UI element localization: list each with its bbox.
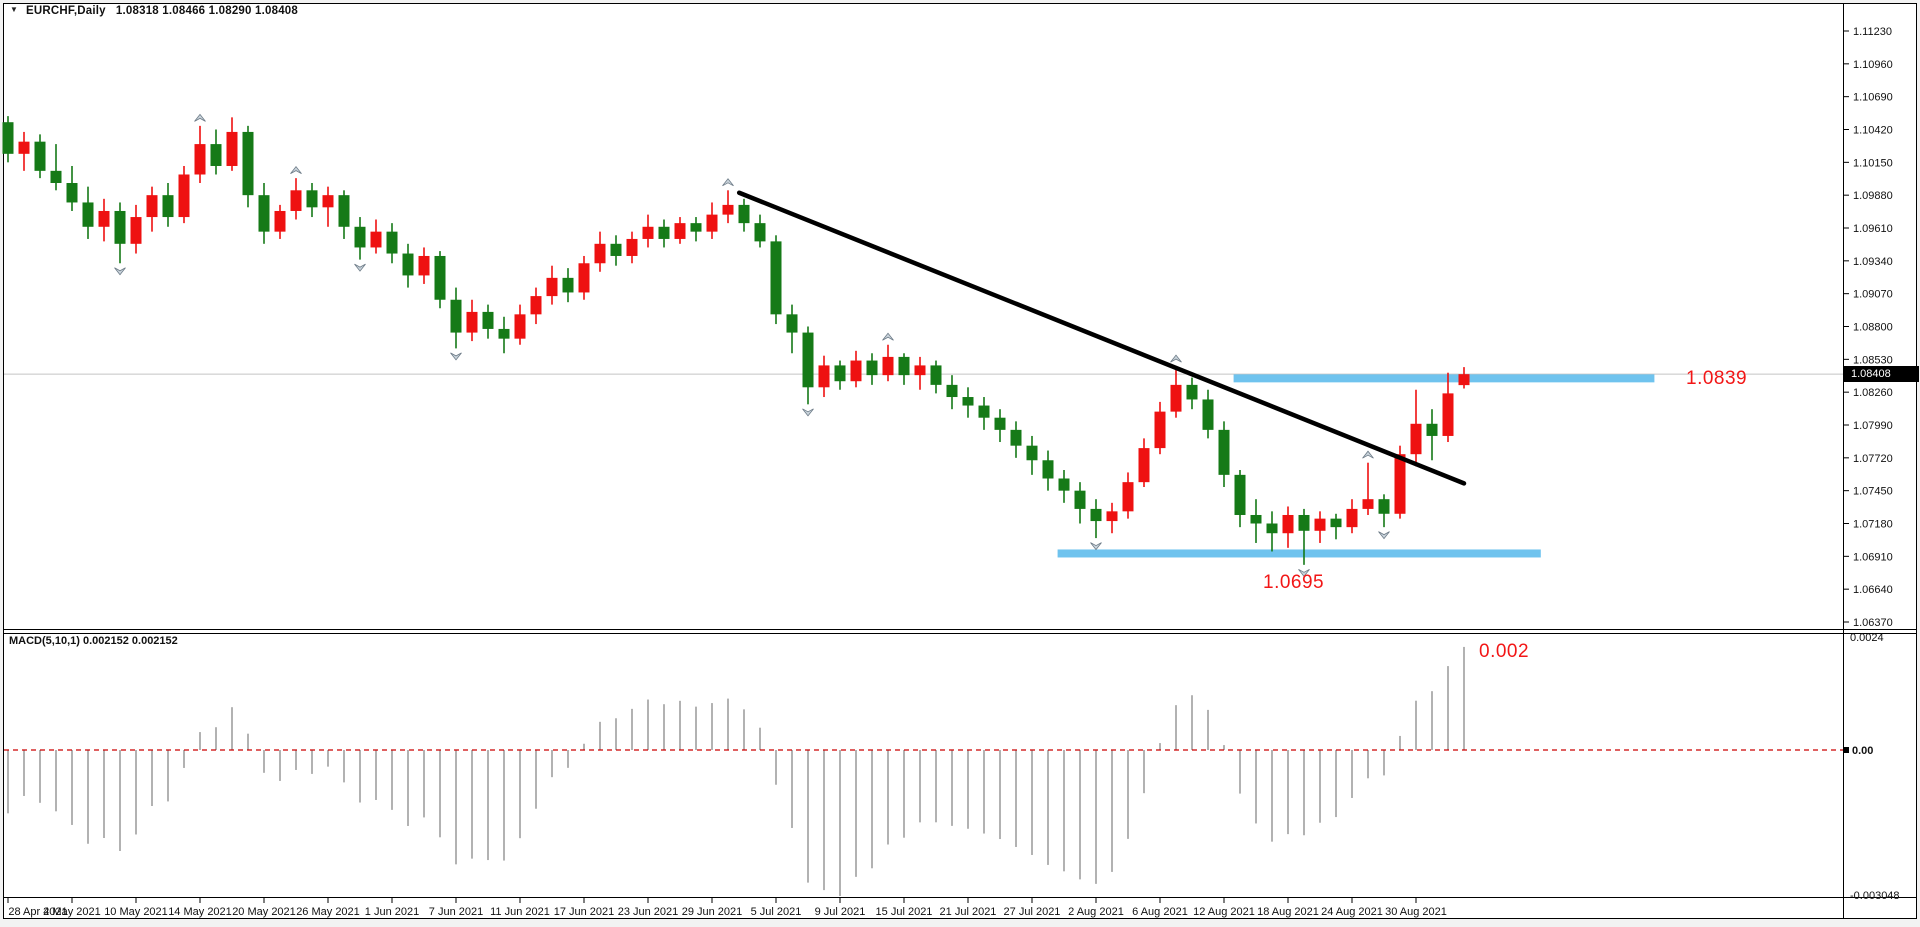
price-axis-label: 1.08260 xyxy=(1853,387,1893,399)
support-band[interactable] xyxy=(1057,549,1541,558)
fractal-up-icon xyxy=(1170,354,1182,363)
symbol-period-label: EURCHF,Daily xyxy=(26,5,106,17)
descending-trendline[interactable] xyxy=(736,190,1467,486)
macd-axis: 0.0024 0.00 -0.003048 xyxy=(1844,632,1900,902)
macd-axis-label: 0.00 xyxy=(1852,745,1873,757)
fractal-up-icon xyxy=(194,113,206,122)
fractal-up-icon xyxy=(722,178,734,187)
date-axis-label: 5 Jul 2021 xyxy=(751,906,802,918)
fractal-down-icon xyxy=(802,408,814,417)
macd-histogram xyxy=(7,646,1465,896)
price-axis-label: 1.10150 xyxy=(1853,157,1893,169)
price-axis-label: 1.09070 xyxy=(1853,289,1893,301)
date-axis-label: 24 Aug 2021 xyxy=(1321,906,1383,918)
price-axis-label: 1.07450 xyxy=(1853,486,1893,498)
date-axis-label: 12 Aug 2021 xyxy=(1193,906,1255,918)
candles xyxy=(2,116,1470,565)
price-axis: 1.11230 1.10960 1.10690 1.10420 1.10150 1.098… xyxy=(1843,26,1893,629)
fractal-down-icon xyxy=(1090,542,1102,551)
price-axis-label: 1.10420 xyxy=(1853,125,1893,137)
date-axis-label: 27 Jul 2021 xyxy=(1004,906,1061,918)
price-axis-label: 1.07180 xyxy=(1853,519,1893,531)
macd-axis-label: -0.003048 xyxy=(1850,890,1900,902)
price-axis-label: 1.10960 xyxy=(1853,59,1893,71)
date-axis-label: 4 May 2021 xyxy=(43,906,100,918)
fractal-down-icon xyxy=(1298,568,1310,577)
ohlc-values: 1.08318 1.08466 1.08290 1.08408 xyxy=(115,5,298,17)
date-axis-label: 26 May 2021 xyxy=(296,906,360,918)
symbol-dropdown-icon[interactable]: ▼ xyxy=(10,5,18,14)
date-axis-label: 18 Aug 2021 xyxy=(1257,906,1319,918)
chart-header: EURCHF,Daily 1.08318 1.08466 1.08290 1.0… xyxy=(26,5,298,17)
price-axis-label: 1.09340 xyxy=(1853,256,1893,268)
date-axis-label: 23 Jun 2021 xyxy=(618,906,679,918)
date-axis-label: 29 Jun 2021 xyxy=(682,906,743,918)
level-bands[interactable] xyxy=(1057,374,1655,558)
current-price-tag: 1.08408 xyxy=(1844,366,1919,382)
fractal-up-icon xyxy=(290,165,302,174)
panel-frame xyxy=(3,3,1917,919)
date-axis-label: 7 Jun 2021 xyxy=(429,906,483,918)
price-axis-label: 1.07990 xyxy=(1853,420,1893,432)
date-axis-label: 2 Aug 2021 xyxy=(1068,906,1124,918)
price-axis-label: 1.10690 xyxy=(1853,92,1893,104)
date-axis-label: 15 Jul 2021 xyxy=(876,906,933,918)
date-axis-label: 10 May 2021 xyxy=(104,906,168,918)
date-axis-label: 9 Jul 2021 xyxy=(815,906,866,918)
fractal-arrows xyxy=(114,113,1390,577)
price-axis-label: 1.06910 xyxy=(1853,551,1893,563)
price-axis-label: 1.11230 xyxy=(1853,26,1892,38)
date-axis-label: 14 May 2021 xyxy=(168,906,232,918)
support-annotation[interactable]: 1.0695 xyxy=(1263,572,1325,593)
date-axis-label: 30 Aug 2021 xyxy=(1385,906,1447,918)
date-axis-label: 28 Apr 2021 xyxy=(8,906,67,918)
price-axis-label: 1.08800 xyxy=(1853,322,1893,334)
price-axis-label: 1.06640 xyxy=(1853,584,1893,596)
fractal-down-icon xyxy=(354,263,366,272)
price-axis-label: 1.09610 xyxy=(1853,223,1893,235)
price-axis-label: 1.07720 xyxy=(1853,453,1893,465)
price-axis-label: 1.09880 xyxy=(1853,190,1893,202)
macd-indicator-label: MACD(5,10,1) 0.002152 0.002152 xyxy=(9,635,178,647)
fractal-up-icon xyxy=(1362,450,1374,459)
fractal-down-icon xyxy=(450,352,462,361)
date-axis-label: 6 Aug 2021 xyxy=(1132,906,1188,918)
fractal-up-icon xyxy=(882,332,894,341)
price-axis-label: 1.06370 xyxy=(1853,617,1893,629)
date-axis-label: 17 Jun 2021 xyxy=(554,906,615,918)
date-axis-label: 1 Jun 2021 xyxy=(365,906,419,918)
fractal-down-icon xyxy=(114,267,126,276)
date-axis-label: 20 May 2021 xyxy=(232,906,296,918)
macd-annotation[interactable]: 0.002 xyxy=(1479,641,1530,662)
macd-axis-label: 0.0024 xyxy=(1850,632,1884,644)
resistance-band[interactable] xyxy=(1233,374,1655,383)
resistance-annotation[interactable]: 1.0839 xyxy=(1686,368,1748,389)
fractal-down-icon xyxy=(1378,531,1390,540)
date-axis-label: 11 Jun 2021 xyxy=(490,906,550,918)
date-axis-label: 21 Jul 2021 xyxy=(940,906,997,918)
price-axis-label: 1.08530 xyxy=(1853,354,1893,366)
